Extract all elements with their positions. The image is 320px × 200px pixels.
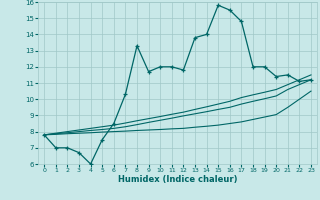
X-axis label: Humidex (Indice chaleur): Humidex (Indice chaleur) xyxy=(118,175,237,184)
